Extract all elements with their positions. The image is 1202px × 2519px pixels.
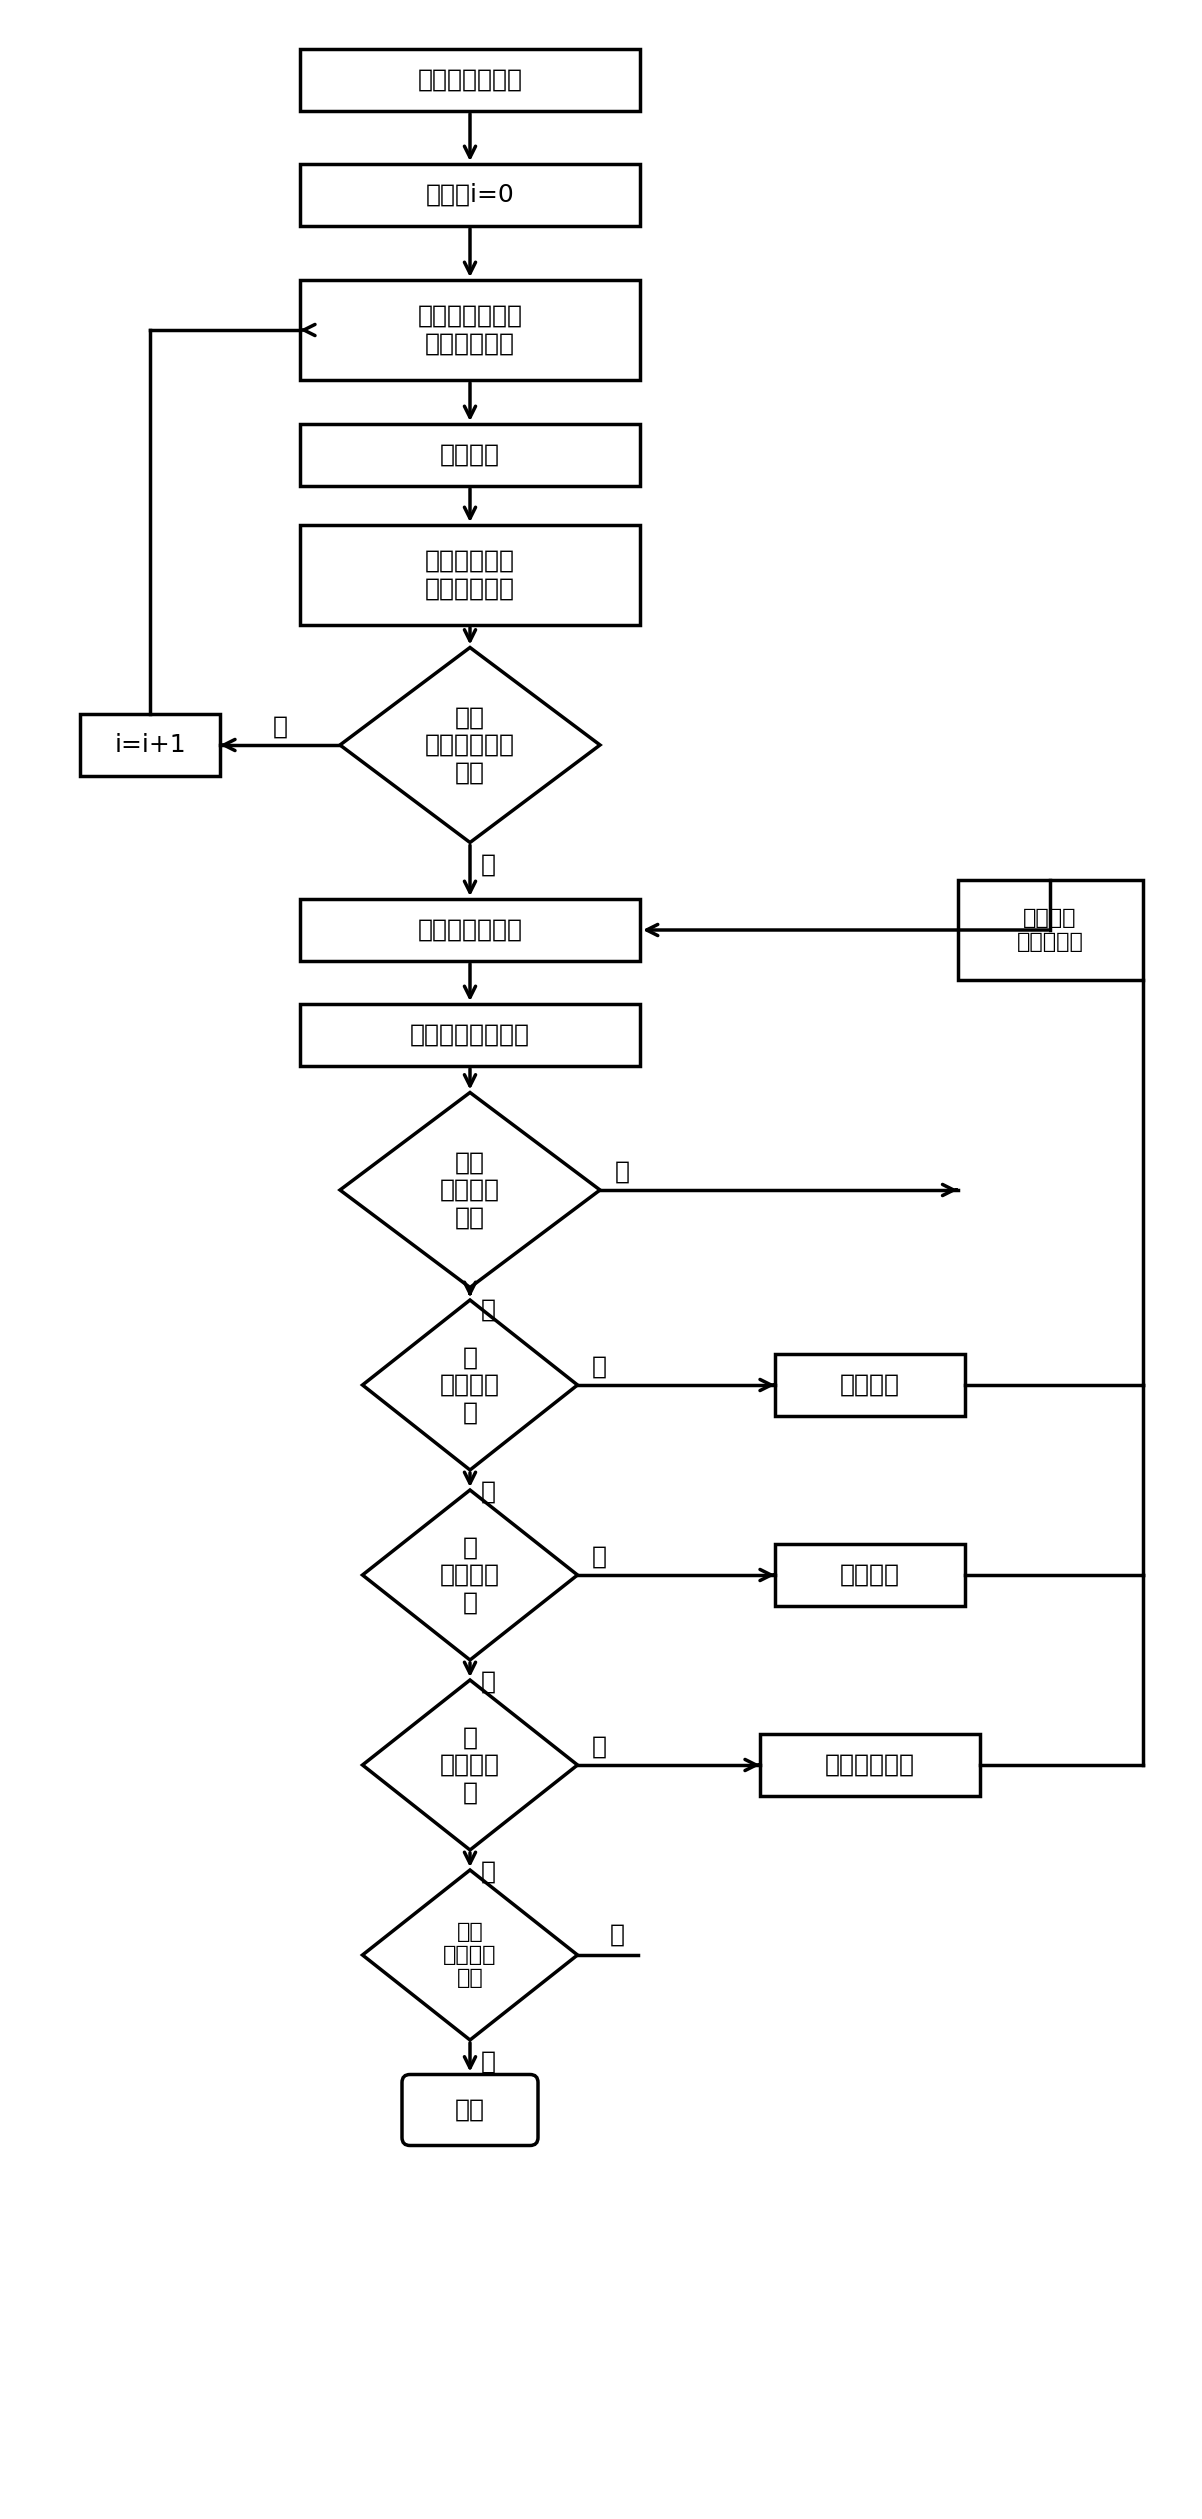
Polygon shape (363, 1680, 577, 1849)
Bar (775, 1544, 965, 1607)
Bar (760, 1733, 980, 1796)
Text: 是: 是 (481, 1297, 495, 1322)
Text: 得到各行驶状
态的参数含义: 得到各行驶状 态的参数含义 (426, 549, 514, 602)
Text: 否: 否 (481, 1670, 495, 1693)
Text: 统计分析: 统计分析 (440, 443, 500, 466)
Bar (958, 879, 1142, 980)
Text: i=i+1: i=i+1 (114, 733, 186, 758)
Bar (300, 48, 639, 111)
Text: 否: 否 (609, 1922, 625, 1947)
Text: 否: 否 (273, 715, 287, 738)
Text: 初始化i=0: 初始化i=0 (426, 184, 514, 207)
Text: 提取可补数据段: 提取可补数据段 (417, 917, 523, 942)
Text: 属
于巡航状
态: 属 于巡航状 态 (440, 1345, 500, 1426)
Text: 是: 是 (481, 2050, 495, 2073)
Polygon shape (340, 647, 600, 841)
Text: 属
于加速状
态: 属 于加速状 态 (440, 1726, 500, 1804)
Bar (300, 164, 639, 227)
Text: 是: 是 (593, 1544, 607, 1569)
Text: 是: 是 (593, 1736, 607, 1758)
Text: 提取下一
可补数据段: 提取下一 可补数据段 (1017, 909, 1083, 952)
Text: 否: 否 (481, 1481, 495, 1504)
Text: 平均插值: 平均插值 (840, 1373, 900, 1398)
Polygon shape (363, 1300, 577, 1471)
Text: 输入待补数据集: 输入待补数据集 (417, 68, 523, 93)
Text: 所有
状态是否定义
完成: 所有 状态是否定义 完成 (426, 705, 514, 786)
Text: 数据
处理是否
完成: 数据 处理是否 完成 (444, 1922, 496, 1987)
Bar (300, 1005, 639, 1066)
Polygon shape (363, 1491, 577, 1660)
Bar (81, 713, 220, 776)
Text: 否: 否 (614, 1161, 630, 1184)
Text: 提取各行驶状态
的运动学片段: 提取各行驶状态 的运动学片段 (417, 305, 523, 355)
Bar (300, 280, 639, 380)
Text: 三次样条插值: 三次样条插值 (825, 1753, 915, 1776)
Text: 结束: 结束 (456, 2098, 484, 2121)
Text: 是: 是 (593, 1355, 607, 1378)
Text: 是: 是 (481, 851, 495, 877)
FancyBboxPatch shape (401, 2076, 538, 2146)
Polygon shape (363, 1869, 577, 2040)
Text: 判断车辆行驶状态: 判断车辆行驶状态 (410, 1023, 530, 1048)
Bar (300, 524, 639, 625)
Polygon shape (340, 1093, 600, 1287)
Text: 众数插值: 众数插值 (840, 1562, 900, 1587)
Bar (300, 423, 639, 486)
Text: 属
于怠速状
态: 属 于怠速状 态 (440, 1534, 500, 1615)
Text: 属于
典型行车
状态: 属于 典型行车 状态 (440, 1151, 500, 1229)
Bar (775, 1355, 965, 1416)
Text: 否: 否 (481, 1859, 495, 1884)
Bar (300, 899, 639, 962)
